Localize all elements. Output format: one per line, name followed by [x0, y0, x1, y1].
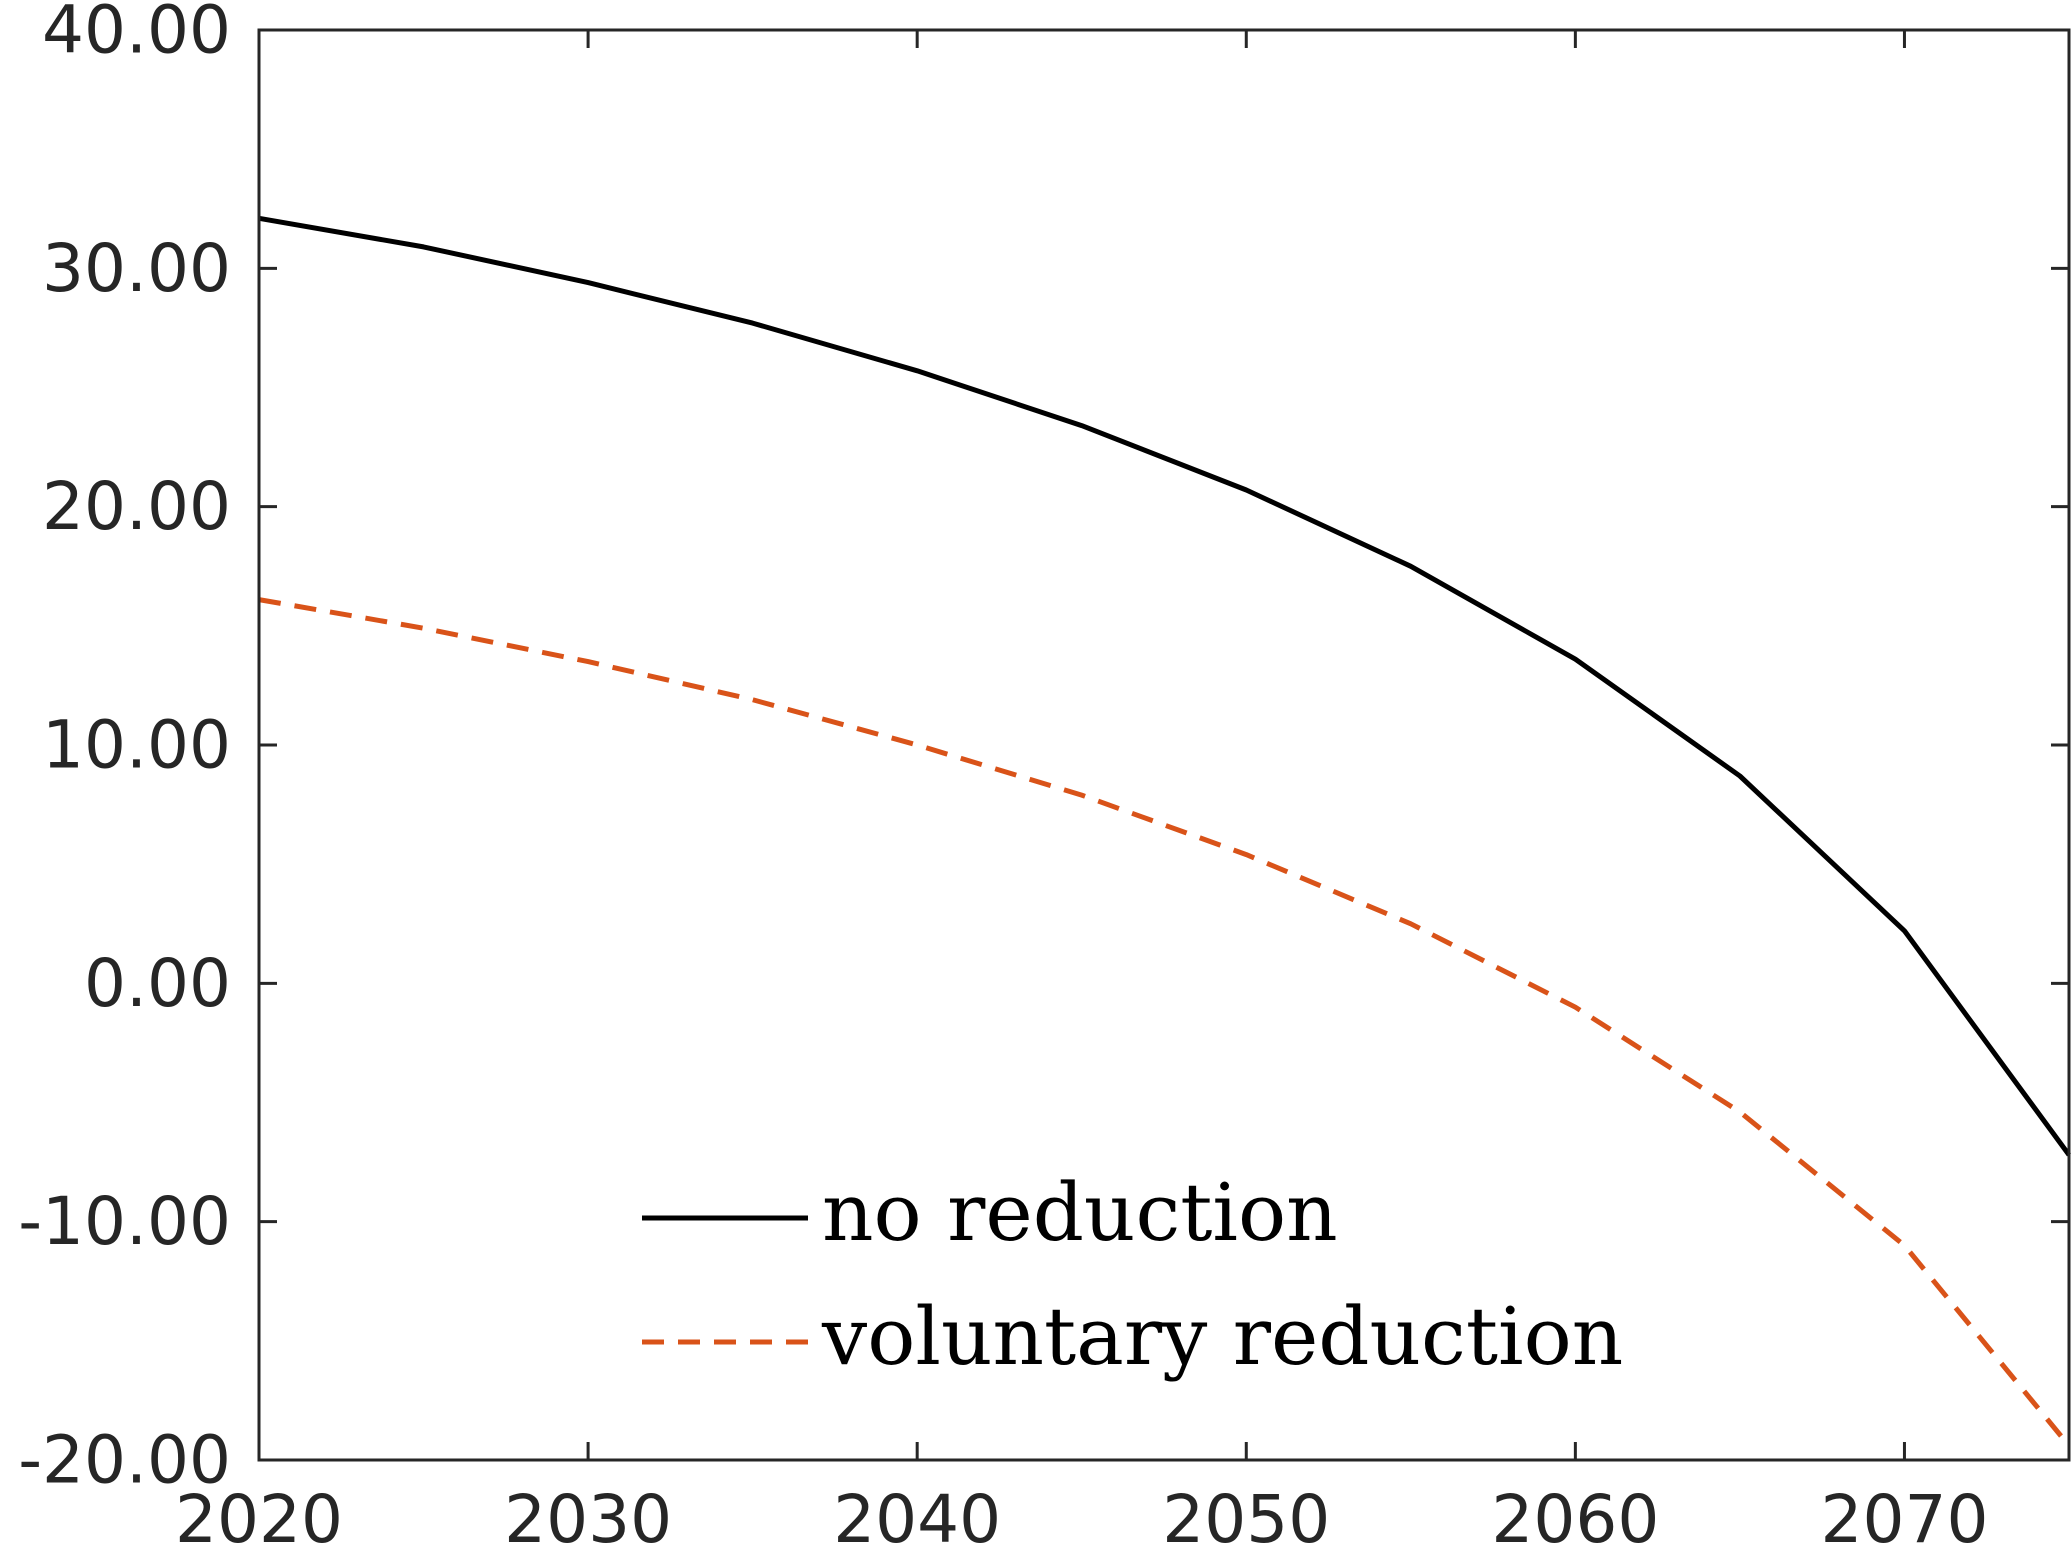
y-tick-label: 20.00 [42, 468, 231, 545]
x-tick-label: 2020 [175, 1481, 343, 1554]
y-tick-label: 30.00 [42, 230, 231, 307]
y-tick-label: 10.00 [42, 707, 231, 784]
legend-label: no reduction [822, 1166, 1338, 1259]
x-tick-label: 2050 [1162, 1481, 1330, 1554]
y-tick-label: 40.00 [42, 0, 231, 69]
y-tick-label: -20.00 [18, 1422, 231, 1499]
series-layer [258, 215, 2071, 1448]
series-line-1 [258, 597, 2071, 1448]
x-tick-label: 2060 [1491, 1481, 1659, 1554]
x-axis-tick-labels: 2020 2030 2040 2050 2060 2070 [175, 1481, 1988, 1554]
plot-area-frame [257, 28, 2071, 1462]
legend: no reduction voluntary reduction [642, 1166, 1623, 1383]
x-tick-label: 2030 [504, 1481, 672, 1554]
y-tick-label: 0.00 [84, 945, 231, 1022]
y-axis-tick-labels: -20.00 -10.00 0.00 10.00 20.00 30.00 40.00 [18, 0, 231, 1499]
y-tick-label: -10.00 [18, 1183, 231, 1260]
x-tick-label: 2040 [833, 1481, 1001, 1554]
legend-label: voluntary reduction [821, 1290, 1623, 1383]
series-line-0 [258, 215, 2071, 1157]
x-tick-label: 2070 [1820, 1481, 1988, 1554]
